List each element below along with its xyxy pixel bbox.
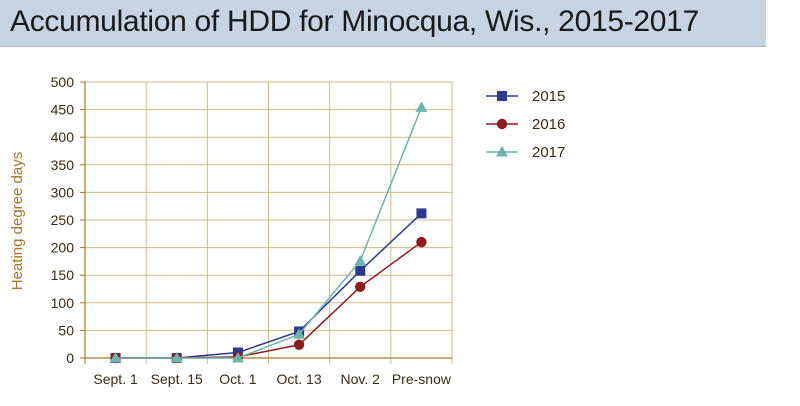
y-axis-label: Heating degree days xyxy=(9,152,26,290)
y-axis-ticks: 0 50 100 150 200 250 300 350 400 450 500 xyxy=(51,74,75,366)
chart-title: Accumulation of HDD for Minocqua, Wis., … xyxy=(10,5,699,38)
y-tick-label: 200 xyxy=(51,240,75,256)
legend-marker-2016 xyxy=(496,118,508,130)
x-tick-label: Sept. 1 xyxy=(93,371,138,387)
data-point-2017 xyxy=(170,352,183,363)
legend-entry-2017: 2017 xyxy=(486,144,565,161)
y-tick-label: 50 xyxy=(58,322,74,338)
data-point-2017 xyxy=(231,352,244,363)
data-point-2016 xyxy=(355,281,366,292)
data-point-2016 xyxy=(416,236,427,248)
title-bar: Accumulation of HDD for Minocqua, Wis., … xyxy=(0,0,766,47)
y-tick-label: 450 xyxy=(51,102,75,118)
legend-entry-2016: 2016 xyxy=(486,116,565,133)
data-point-2017 xyxy=(109,352,122,363)
data-point-2015 xyxy=(416,208,427,219)
y-tick-label: 100 xyxy=(51,295,75,311)
series-2017 xyxy=(109,101,428,363)
y-tick-label: 300 xyxy=(51,184,75,200)
chart-legend: 2015 2016 2017 xyxy=(486,88,565,161)
data-point-2016 xyxy=(293,339,305,350)
x-tick-label: Nov. 2 xyxy=(341,371,381,387)
y-tick-label: 400 xyxy=(51,129,75,145)
legend-entry-2015: 2015 xyxy=(486,88,565,105)
y-tick-label: 150 xyxy=(51,267,75,283)
data-point-2017 xyxy=(354,254,367,266)
x-tick-label: Oct. 13 xyxy=(277,371,322,387)
y-tick-label: 350 xyxy=(51,157,75,173)
legend-marker-2017 xyxy=(496,146,508,157)
chart-grid xyxy=(80,81,453,364)
series-line-2017 xyxy=(115,107,423,359)
y-tick-label: 500 xyxy=(51,74,75,90)
x-tick-label: Sept. 15 xyxy=(151,371,203,387)
x-axis-ticks: Sept. 1 Sept. 15 Oct. 1 Oct. 13 Nov. 2 Pre-sn… xyxy=(93,371,451,387)
legend-label: 2016 xyxy=(532,116,565,133)
legend-marker-2015 xyxy=(497,91,507,101)
chart-series xyxy=(109,101,428,364)
legend-label: 2017 xyxy=(532,144,565,161)
y-tick-label: 0 xyxy=(66,350,74,366)
data-point-2017 xyxy=(415,101,428,112)
data-point-2015 xyxy=(355,265,366,276)
y-tick-label: 250 xyxy=(51,212,75,228)
legend-label: 2015 xyxy=(532,88,565,105)
data-point-2017 xyxy=(293,328,306,339)
x-tick-label: Pre-snow xyxy=(392,371,452,387)
x-tick-label: Oct. 1 xyxy=(219,371,257,387)
